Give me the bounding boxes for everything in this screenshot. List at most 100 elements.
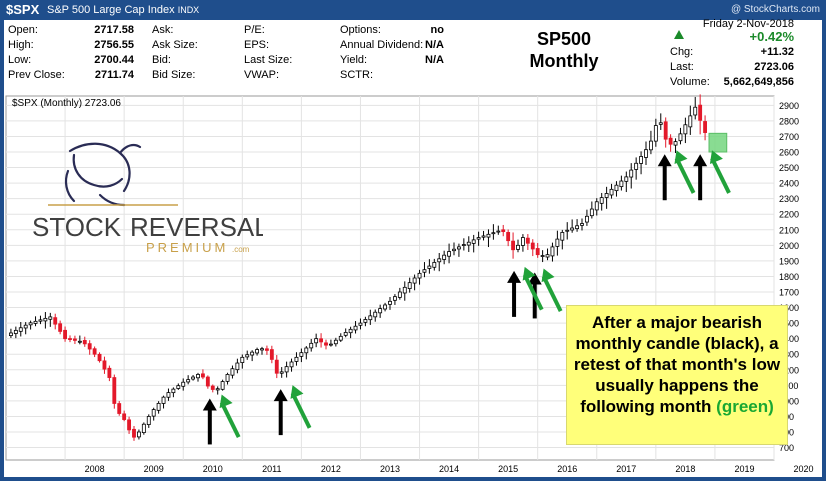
- chart-title-line2: Monthly: [529, 51, 599, 71]
- candle-body: [250, 351, 255, 356]
- candle-body: [683, 124, 688, 135]
- candle-body: [309, 342, 314, 349]
- candle-body: [235, 362, 240, 371]
- x-tick-label: 2011: [262, 464, 281, 474]
- green-arrow-icon-shaft: [290, 392, 312, 429]
- candle-body: [304, 347, 309, 354]
- green-arrow-icon: [290, 385, 304, 399]
- y-tick-label: 2800: [779, 116, 799, 126]
- dividend-value: N/A: [425, 39, 444, 51]
- green-arrow-icon-shaft: [710, 157, 731, 194]
- candle-body: [594, 201, 599, 211]
- black-arrow-icon: [527, 272, 542, 285]
- annotation-box: After a major bearish monthly candle (bl…: [566, 305, 788, 445]
- candle-body: [225, 374, 230, 382]
- exchange-label: INDX: [177, 5, 200, 15]
- y-tick-label: 2300: [779, 194, 799, 204]
- green-arrow-icon-shaft: [541, 275, 563, 313]
- candle-body: [82, 340, 87, 345]
- ticker-symbol[interactable]: $SPX: [6, 2, 40, 17]
- candle-body: [319, 338, 324, 343]
- volume-label: Volume:: [670, 76, 710, 88]
- y-tick-label: 2500: [779, 163, 799, 173]
- candle-body: [658, 122, 663, 125]
- candle-body: [516, 244, 520, 250]
- candle-body: [48, 316, 53, 320]
- candle-body: [328, 343, 333, 346]
- change-percent: +0.42%: [749, 29, 794, 44]
- legend-label: $SPX (Monthly) 2723.06: [12, 98, 121, 109]
- candle-body: [18, 327, 23, 332]
- logo-line3: PREMIUM: [146, 240, 228, 255]
- candle-body: [97, 353, 102, 362]
- x-tick-label: 2018: [675, 464, 695, 474]
- candle-body: [23, 324, 28, 329]
- candle-body: [220, 381, 225, 390]
- candle-body: [363, 319, 368, 323]
- x-tick-label: 2019: [734, 464, 754, 474]
- candle-body: [589, 208, 594, 217]
- quote-date: Friday 2-Nov-2018: [702, 18, 794, 30]
- green-arrow-icon: [219, 394, 233, 409]
- candle-body: [146, 416, 151, 425]
- candle-body: [358, 322, 363, 326]
- annotation-green-text: (green): [716, 397, 774, 416]
- y-tick-label: 1400: [779, 334, 799, 344]
- candle-body: [338, 335, 343, 341]
- candle-body: [668, 137, 673, 145]
- candle-body: [156, 402, 161, 411]
- logo-line1: STOCK: [32, 212, 122, 242]
- x-tick-label: 2016: [557, 464, 577, 474]
- candle-body: [520, 237, 525, 246]
- y-tick-label: 1500: [779, 319, 799, 329]
- candle-body: [491, 232, 496, 235]
- y-tick-label: 1000: [779, 396, 799, 406]
- y-tick-label: 1700: [779, 288, 799, 298]
- stockreversals-logo: STOCK REVERSALS PREMIUM .com: [28, 135, 286, 255]
- last-size-label: Last Size:: [244, 54, 293, 66]
- candle-body: [324, 342, 328, 346]
- candle-body: [639, 156, 644, 164]
- candle-body: [688, 115, 693, 128]
- candle-body: [525, 237, 530, 244]
- x-tick-label: 2010: [203, 464, 223, 474]
- candle-body: [13, 329, 18, 334]
- candle-body: [663, 121, 668, 140]
- candle-body: [373, 311, 378, 318]
- candle-body: [383, 304, 388, 310]
- candle-body: [38, 319, 43, 322]
- y-tick-label: 2000: [779, 241, 799, 251]
- sctr-label: SCTR:: [340, 69, 373, 81]
- candle-body: [624, 176, 629, 182]
- y-tick-label: 1800: [779, 272, 799, 282]
- candle-body: [166, 392, 171, 398]
- copyright: @ StockCharts.com: [730, 4, 820, 15]
- green-arrow-icon: [541, 268, 555, 283]
- candle-body: [466, 241, 471, 246]
- green-arrow-icon: [709, 150, 723, 164]
- volume-value: 5,662,649,856: [723, 76, 794, 88]
- candle-body: [427, 265, 432, 269]
- candle-body: [343, 332, 348, 336]
- candle-body: [102, 360, 107, 370]
- candle-body: [333, 339, 338, 345]
- candle-body: [68, 338, 72, 340]
- low-label: Low:: [8, 54, 32, 66]
- candle-body: [648, 140, 653, 151]
- candle-body: [141, 423, 146, 433]
- green-arrow-icon-shaft: [674, 157, 696, 194]
- candle-body: [186, 379, 191, 383]
- target-zone: [708, 132, 728, 153]
- green-arrow-icon: [674, 150, 688, 164]
- candle-body: [136, 431, 141, 438]
- candle-body: [550, 246, 555, 257]
- annotation-text: After a major bearish monthly candle (bl…: [573, 313, 781, 416]
- candle-body: [240, 356, 245, 363]
- candle-body: [181, 381, 186, 387]
- candle-body: [191, 376, 196, 380]
- candle-body: [284, 366, 289, 373]
- candle-body: [501, 229, 506, 232]
- x-tick-label: 2020: [794, 464, 814, 474]
- candle-body: [132, 428, 136, 438]
- candle-body: [112, 377, 117, 404]
